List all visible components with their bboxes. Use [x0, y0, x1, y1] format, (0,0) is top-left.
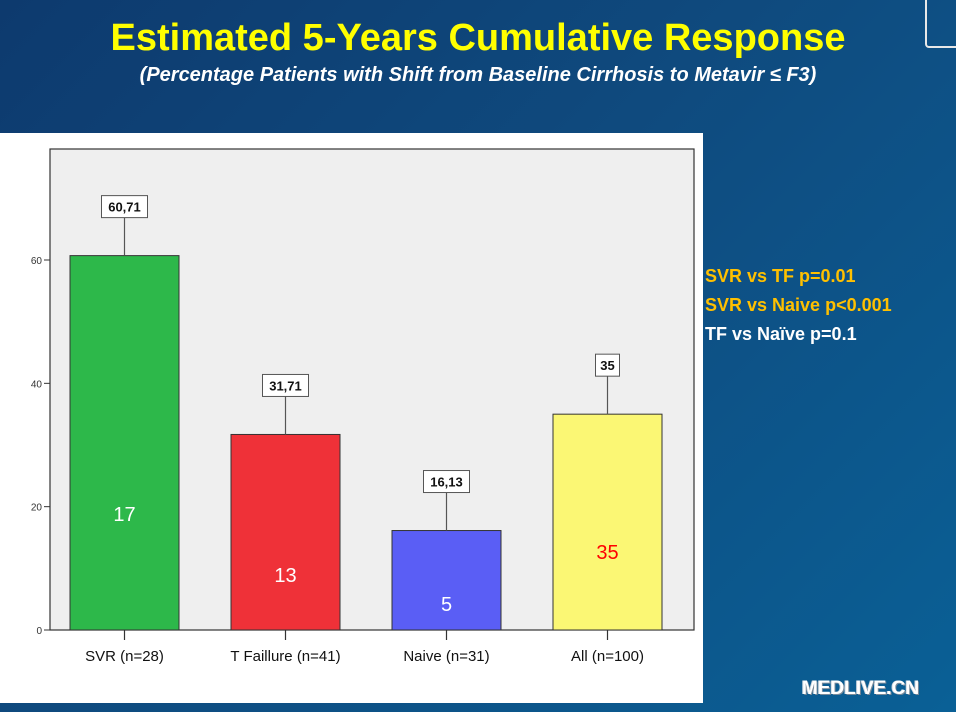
chart-panel: 0 20 40 60 60,71 17 SVR (n=28) 31,71 13 T Faillur… — [0, 133, 703, 703]
bar — [552, 413, 663, 631]
count-label: 5 — [441, 594, 452, 616]
x-tick-label: Naive (n=31) — [403, 648, 489, 665]
p-value-list: SVR vs TF p=0.01 SVR vs Naive p<0.001 TF… — [705, 262, 892, 349]
count-label: 35 — [596, 542, 618, 564]
value-label-box — [423, 470, 470, 494]
bar — [69, 255, 180, 631]
x-tick-label: T Faillure (n=41) — [230, 648, 340, 665]
bar-chart: 0 20 40 60 60,71 17 SVR (n=28) 31,71 13 T Faillur… — [31, 148, 695, 665]
value-label: 60,71 — [108, 200, 141, 215]
y-tick-label: 20 — [31, 503, 43, 514]
value-label: 31,71 — [269, 378, 302, 393]
x-tick-label: SVR (n=28) — [85, 648, 164, 665]
count-label: 17 — [113, 504, 135, 526]
medlive-logo: MEDLIVE.CN — [802, 678, 920, 699]
corner-frame — [925, 0, 956, 48]
y-tick-label: 60 — [31, 256, 43, 267]
p-value-tf-vs-naive: TF vs Naïve p=0.1 — [705, 324, 857, 344]
slide-title: Estimated 5-Years Cumulative Response — [110, 17, 846, 59]
p-value-svr-vs-naive: SVR vs Naive p<0.001 — [705, 295, 892, 315]
value-label-box — [595, 353, 620, 377]
y-tick-label: 40 — [31, 379, 43, 390]
value-label-box — [262, 373, 309, 397]
count-label: 13 — [274, 565, 296, 587]
y-tick-label: 0 — [36, 626, 42, 637]
bar — [230, 433, 341, 631]
bar — [391, 530, 502, 631]
slide-subtitle: (Percentage Patients with Shift from Bas… — [139, 64, 817, 86]
value-label: 16,13 — [430, 475, 463, 490]
p-value-svr-vs-tf: SVR vs TF p=0.01 — [705, 266, 856, 286]
value-label: 35 — [600, 358, 614, 373]
value-label-box — [101, 195, 148, 219]
x-tick-label: All (n=100) — [571, 648, 644, 665]
